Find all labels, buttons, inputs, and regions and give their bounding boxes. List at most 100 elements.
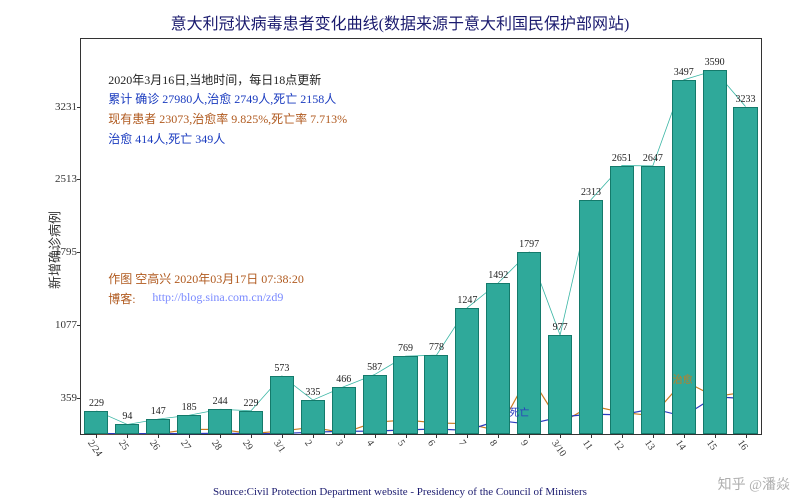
x-tick-label: 9 xyxy=(518,438,530,448)
x-tick-mark xyxy=(715,434,716,438)
y-tick-label: 3231 xyxy=(55,101,77,113)
bar xyxy=(424,355,448,434)
x-tick-label: 29 xyxy=(240,438,255,453)
x-tick-mark xyxy=(653,434,654,438)
x-tick-label: 2 xyxy=(302,438,314,448)
bar xyxy=(84,411,108,434)
series-label: 治愈 xyxy=(673,371,693,386)
bar-value-label: 3233 xyxy=(736,94,756,105)
x-tick-label: 7 xyxy=(456,438,468,448)
x-tick-mark xyxy=(436,434,437,438)
bar-value-label: 229 xyxy=(89,398,104,409)
series-label: 死亡 xyxy=(509,404,529,419)
annotation-text: http://blog.sina.com.cn/zd9 xyxy=(152,290,283,305)
bar xyxy=(301,400,325,434)
x-tick-label: 25 xyxy=(116,438,131,453)
x-tick-label: 15 xyxy=(704,438,719,453)
bar xyxy=(393,356,417,434)
bar xyxy=(115,424,139,434)
x-tick-label: 3/1 xyxy=(271,438,287,455)
y-tick-mark xyxy=(77,107,81,108)
y-tick-mark xyxy=(77,252,81,253)
bar xyxy=(363,375,387,434)
x-tick-label: 27 xyxy=(178,438,193,453)
chart-container: 意大利冠状病毒患者变化曲线(数据来源于意大利国民保护部网站) 新增确诊病例 35… xyxy=(0,0,800,500)
bar-value-label: 147 xyxy=(151,406,166,417)
x-tick-label: 2/24 xyxy=(85,438,104,459)
bar-value-label: 3590 xyxy=(705,57,725,68)
annotation-text: 2020年3月16日,当地时间，每日18点更新 xyxy=(108,71,321,88)
bar xyxy=(332,387,356,434)
x-tick-mark xyxy=(313,434,314,438)
y-tick-label: 1795 xyxy=(55,246,77,258)
bar-value-label: 244 xyxy=(213,396,228,407)
x-tick-label: 14 xyxy=(673,438,688,453)
bar xyxy=(146,419,170,434)
bar-value-label: 229 xyxy=(244,398,259,409)
bar-value-label: 1797 xyxy=(519,239,539,250)
bar xyxy=(703,70,727,434)
x-tick-mark xyxy=(746,434,747,438)
x-tick-label: 11 xyxy=(580,438,595,452)
x-tick-mark xyxy=(375,434,376,438)
x-tick-mark xyxy=(591,434,592,438)
bar-value-label: 94 xyxy=(122,411,132,422)
x-tick-mark xyxy=(189,434,190,438)
y-tick-mark xyxy=(77,398,81,399)
bar-value-label: 1492 xyxy=(488,270,508,281)
bar-value-label: 2647 xyxy=(643,153,663,164)
plot-area: 35910771795251332312292/2494251472618527… xyxy=(80,38,762,435)
bar xyxy=(455,308,479,434)
annotation-text: 作图 空高兴 2020年03月17日 07:38:20 xyxy=(108,270,304,287)
x-tick-mark xyxy=(406,434,407,438)
x-tick-mark xyxy=(158,434,159,438)
x-tick-mark xyxy=(684,434,685,438)
watermark: 知乎 @潘焱 xyxy=(718,474,790,494)
bar-value-label: 335 xyxy=(305,387,320,398)
chart-title: 意大利冠状病毒患者变化曲线(数据来源于意大利国民保护部网站) xyxy=(0,10,800,34)
bar xyxy=(610,166,634,434)
bar xyxy=(177,415,201,434)
bar-value-label: 1247 xyxy=(457,295,477,306)
bar-value-label: 769 xyxy=(398,343,413,354)
bar-value-label: 3497 xyxy=(674,67,694,78)
bar xyxy=(208,409,232,434)
y-tick-label: 2513 xyxy=(55,173,77,185)
x-tick-label: 4 xyxy=(364,438,376,448)
bar-value-label: 573 xyxy=(274,363,289,374)
bar xyxy=(270,376,294,434)
bar xyxy=(733,107,757,434)
annotation-text: 治愈 414人,死亡 349人 xyxy=(108,130,225,147)
x-tick-label: 5 xyxy=(395,438,407,448)
source-caption: Source:Civil Protection Department websi… xyxy=(0,486,800,498)
x-tick-label: 28 xyxy=(209,438,224,453)
bar-value-label: 466 xyxy=(336,374,351,385)
annotation-text: 累计 确诊 27980人,治愈 2749人,死亡 2158人 xyxy=(108,90,336,107)
x-tick-label: 8 xyxy=(487,438,499,448)
bar-value-label: 587 xyxy=(367,362,382,373)
x-tick-label: 12 xyxy=(611,438,626,453)
x-tick-label: 26 xyxy=(147,438,162,453)
bar-value-label: 185 xyxy=(182,402,197,413)
y-tick-label: 1077 xyxy=(55,319,77,331)
x-tick-mark xyxy=(560,434,561,438)
x-tick-label: 16 xyxy=(735,438,750,453)
x-tick-mark xyxy=(251,434,252,438)
x-tick-label: 3/10 xyxy=(549,438,568,459)
x-tick-mark xyxy=(467,434,468,438)
y-tick-mark xyxy=(77,179,81,180)
y-tick-mark xyxy=(77,325,81,326)
bar xyxy=(486,283,510,434)
bar-value-label: 977 xyxy=(553,322,568,333)
x-tick-mark xyxy=(622,434,623,438)
annotation-text: 现有患者 23073,治愈率 9.825%,死亡率 7.713% xyxy=(108,110,347,127)
bar-value-label: 2313 xyxy=(581,187,601,198)
bar xyxy=(239,411,263,434)
x-tick-mark xyxy=(96,434,97,438)
bar xyxy=(641,166,665,434)
x-tick-label: 6 xyxy=(425,438,437,448)
x-tick-label: 3 xyxy=(333,438,345,448)
bar-value-label: 778 xyxy=(429,342,444,353)
x-tick-mark xyxy=(498,434,499,438)
x-tick-mark xyxy=(529,434,530,438)
